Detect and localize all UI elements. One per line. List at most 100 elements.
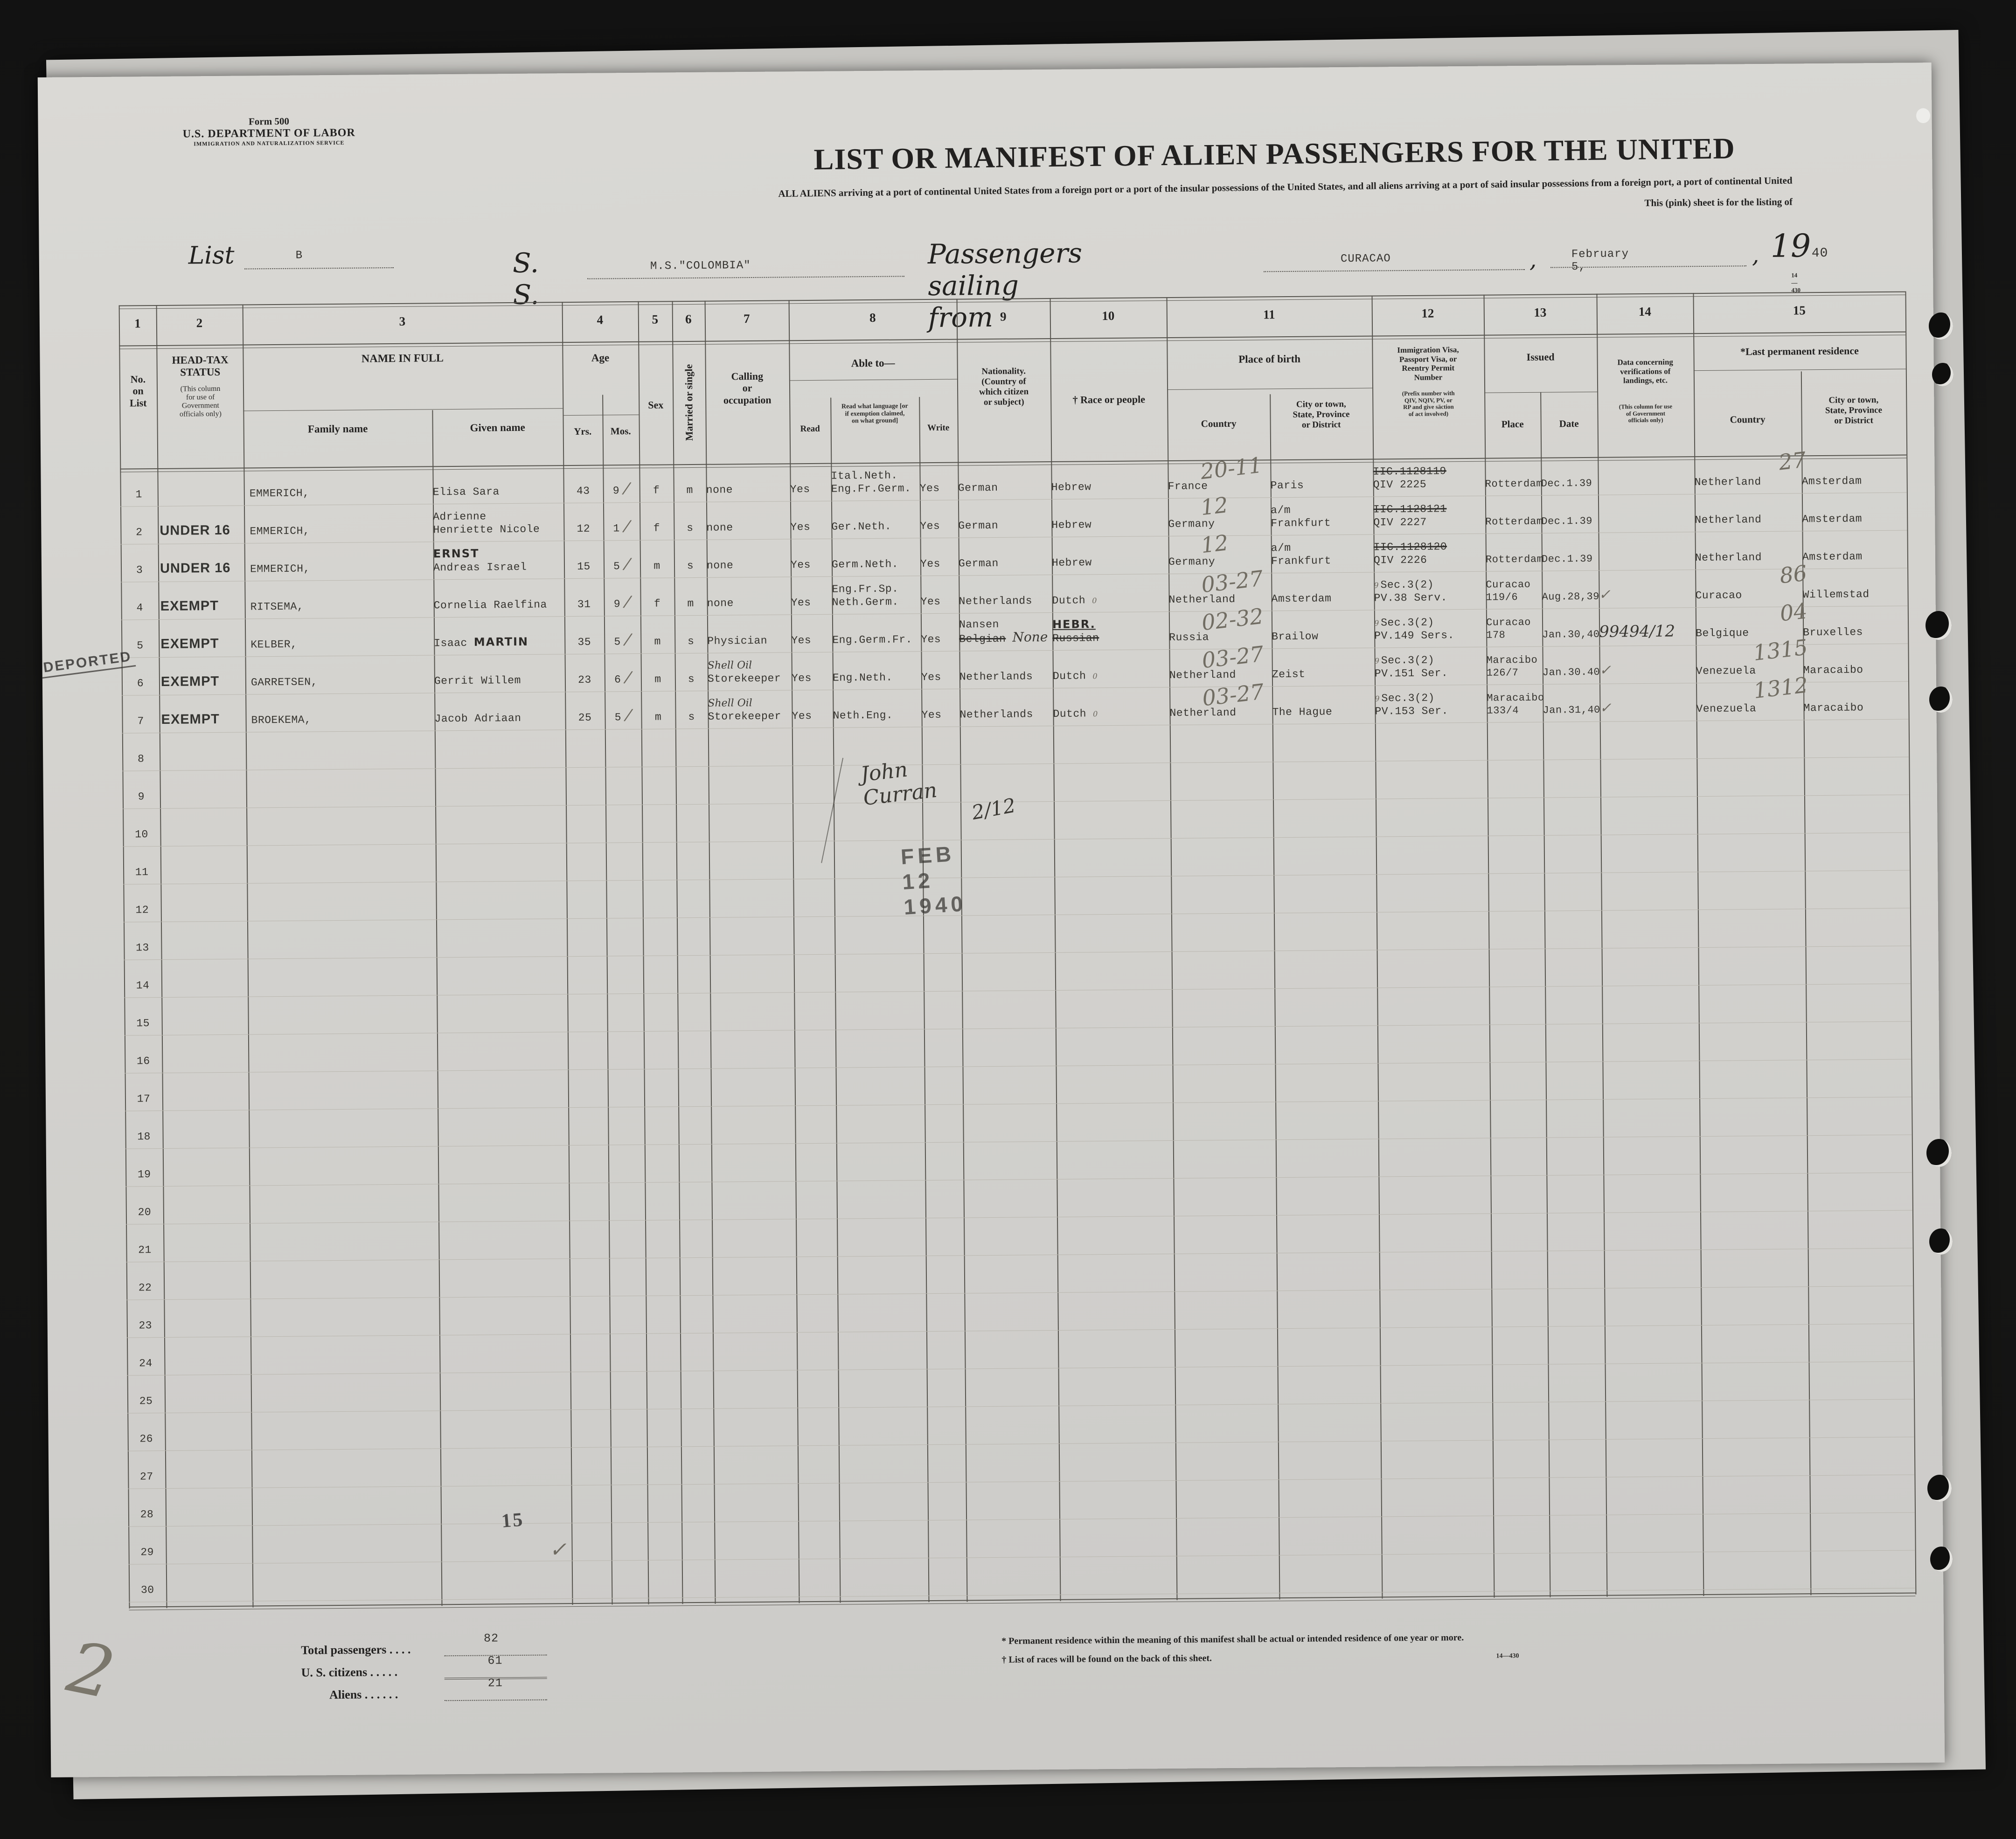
- row7-ms: s: [675, 691, 708, 729]
- row5-race: HEBR. Russian: [1052, 611, 1169, 650]
- row1-res_city: Amsterdam: [1801, 475, 1862, 488]
- row4-visa_pencil: 9: [1374, 581, 1379, 590]
- row-rule: [126, 1285, 1913, 1300]
- row6-yrs: 23: [564, 653, 605, 692]
- row29-no: 29: [128, 1526, 166, 1564]
- row5-sex: m: [654, 635, 661, 648]
- row5-given_suffix_hw: MARTIN: [473, 635, 529, 649]
- row3-visa1: IIC.1128120: [1373, 541, 1447, 554]
- year-suffix: 40: [1811, 246, 1828, 261]
- row5-read: Yes: [791, 634, 812, 647]
- row1-given: Elisa Sara: [432, 486, 500, 499]
- row4-visa1: Sec.3(2): [1380, 578, 1434, 591]
- row7-yrs: 25: [578, 711, 592, 724]
- row4-lang1: Eng.Fr.Sp.: [832, 583, 899, 596]
- row6-given: Gerrit Willem: [434, 674, 521, 687]
- row-rule: [123, 794, 1909, 809]
- department-name: U.S. DEPARTMENT OF LABOR: [182, 126, 355, 140]
- row3-write: Yes: [920, 538, 959, 576]
- row2-nat: German: [958, 499, 1052, 538]
- row3-lang: Germ.Neth.: [832, 538, 921, 576]
- row4-place: Curacao 119/6: [1486, 571, 1542, 609]
- row-rule: [122, 756, 1909, 771]
- sail-date: February 5,: [1571, 248, 1629, 274]
- row11-no: 11: [123, 846, 161, 884]
- row7-country: Netherland: [1169, 706, 1237, 719]
- row5-lang: Eng.Germ.Fr.: [832, 613, 921, 652]
- footnote-1: * Permanent residence within the meaning…: [1001, 1632, 1464, 1646]
- row5-calling: Physician: [707, 634, 768, 647]
- row9-no: 9: [122, 770, 160, 809]
- row1-city: Paris: [1270, 459, 1373, 498]
- row4-calling: none: [707, 597, 734, 610]
- row3-read: Yes: [790, 559, 811, 571]
- row10-no: 10: [123, 808, 160, 847]
- row6-visa1: Sec.3(2): [1381, 654, 1435, 667]
- row2-date: Dec.1.39: [1541, 515, 1593, 527]
- row1-family: EMMERICH,: [243, 466, 433, 505]
- row7-headtax: EXEMPT: [161, 711, 220, 727]
- row-rule: [124, 1021, 1911, 1036]
- row6-read: Yes: [791, 652, 833, 690]
- list-field: List B: [188, 242, 394, 270]
- row3-visa2: QIV 2226: [1373, 554, 1427, 567]
- row7-sex: m: [654, 711, 662, 723]
- row17-no: 17: [125, 1073, 163, 1111]
- column-number: 8: [869, 310, 876, 325]
- row6-mos: 6: [614, 673, 621, 686]
- row3-ms: s: [687, 559, 694, 572]
- row1-race: Hebrew: [1051, 481, 1091, 493]
- row4-read: Yes: [791, 597, 811, 609]
- row7-write: Yes: [921, 689, 960, 727]
- row7-resCountry: 1312 Venezuela: [1696, 672, 1809, 721]
- row3-headtax: UNDER 16: [158, 543, 245, 582]
- form-code-bottom: 14—430: [1496, 1652, 1519, 1660]
- row4-country: Netherland: [1168, 593, 1236, 606]
- col-sex-label: Sex: [648, 399, 664, 411]
- row-rule: [128, 1512, 1915, 1527]
- row5-no: 5: [137, 639, 144, 652]
- row5-visa1: Sec.3(2): [1381, 616, 1434, 629]
- totals-line3: [445, 1699, 548, 1701]
- row7-mos: 5: [614, 711, 622, 724]
- header-sub-rule: [789, 379, 957, 381]
- row4-date: Aug.28,39: [1542, 590, 1600, 603]
- total-passengers-value: 82: [483, 1631, 499, 1645]
- row3-country: Germany: [1168, 555, 1216, 568]
- row29-no: 29: [140, 1546, 154, 1559]
- form-id-block: Form 500 U.S. DEPARTMENT OF LABOR IMMIGR…: [157, 115, 381, 148]
- row6-headtax: EXEMPT: [160, 673, 220, 689]
- row2-yrs: 12: [577, 522, 591, 535]
- row7-yrs: 25: [565, 691, 605, 729]
- total-passengers-label: Total passengers . . . .: [301, 1642, 411, 1657]
- row12-no: 12: [123, 884, 161, 922]
- row7-ms: s: [688, 710, 695, 723]
- row3-date: Dec.1.39: [1542, 533, 1599, 571]
- column-number: 11: [1263, 307, 1275, 322]
- row2-lang: Ger.Neth.: [831, 500, 920, 538]
- table-double-rule: [119, 331, 1906, 349]
- row2-given: Adrienne Henriette Nicole: [433, 503, 564, 541]
- row5-country_hw: 02-32: [1200, 603, 1265, 636]
- row5-write: Yes: [921, 613, 959, 652]
- row4-calling: none: [707, 576, 791, 615]
- row5-visa2: PV.149 Sers.: [1374, 629, 1454, 642]
- sheet-count-stamp: 15: [501, 1509, 525, 1532]
- punch-hole: [1926, 611, 1952, 640]
- row2-yrs: 12: [563, 503, 604, 541]
- row1-visa2: QIV 2225: [1373, 478, 1427, 491]
- row-rule: [124, 983, 1911, 998]
- row3-yrs: 15: [564, 541, 604, 579]
- row2-slash: /: [623, 516, 631, 536]
- row18-no: 18: [125, 1110, 163, 1149]
- row1-lang2: Eng.Fr.Germ.: [831, 482, 911, 495]
- column-number: 15: [1793, 303, 1806, 318]
- row2-read: Yes: [790, 501, 832, 539]
- row8-no: 8: [122, 733, 160, 771]
- row6-sex: m: [640, 653, 675, 691]
- row2-headtax: UNDER 16: [160, 522, 230, 538]
- col-place-label: Place: [1501, 418, 1524, 430]
- row5-res_country: Belgique: [1696, 627, 1749, 640]
- row3-sex: m: [653, 560, 660, 572]
- row5-sex: m: [640, 615, 675, 653]
